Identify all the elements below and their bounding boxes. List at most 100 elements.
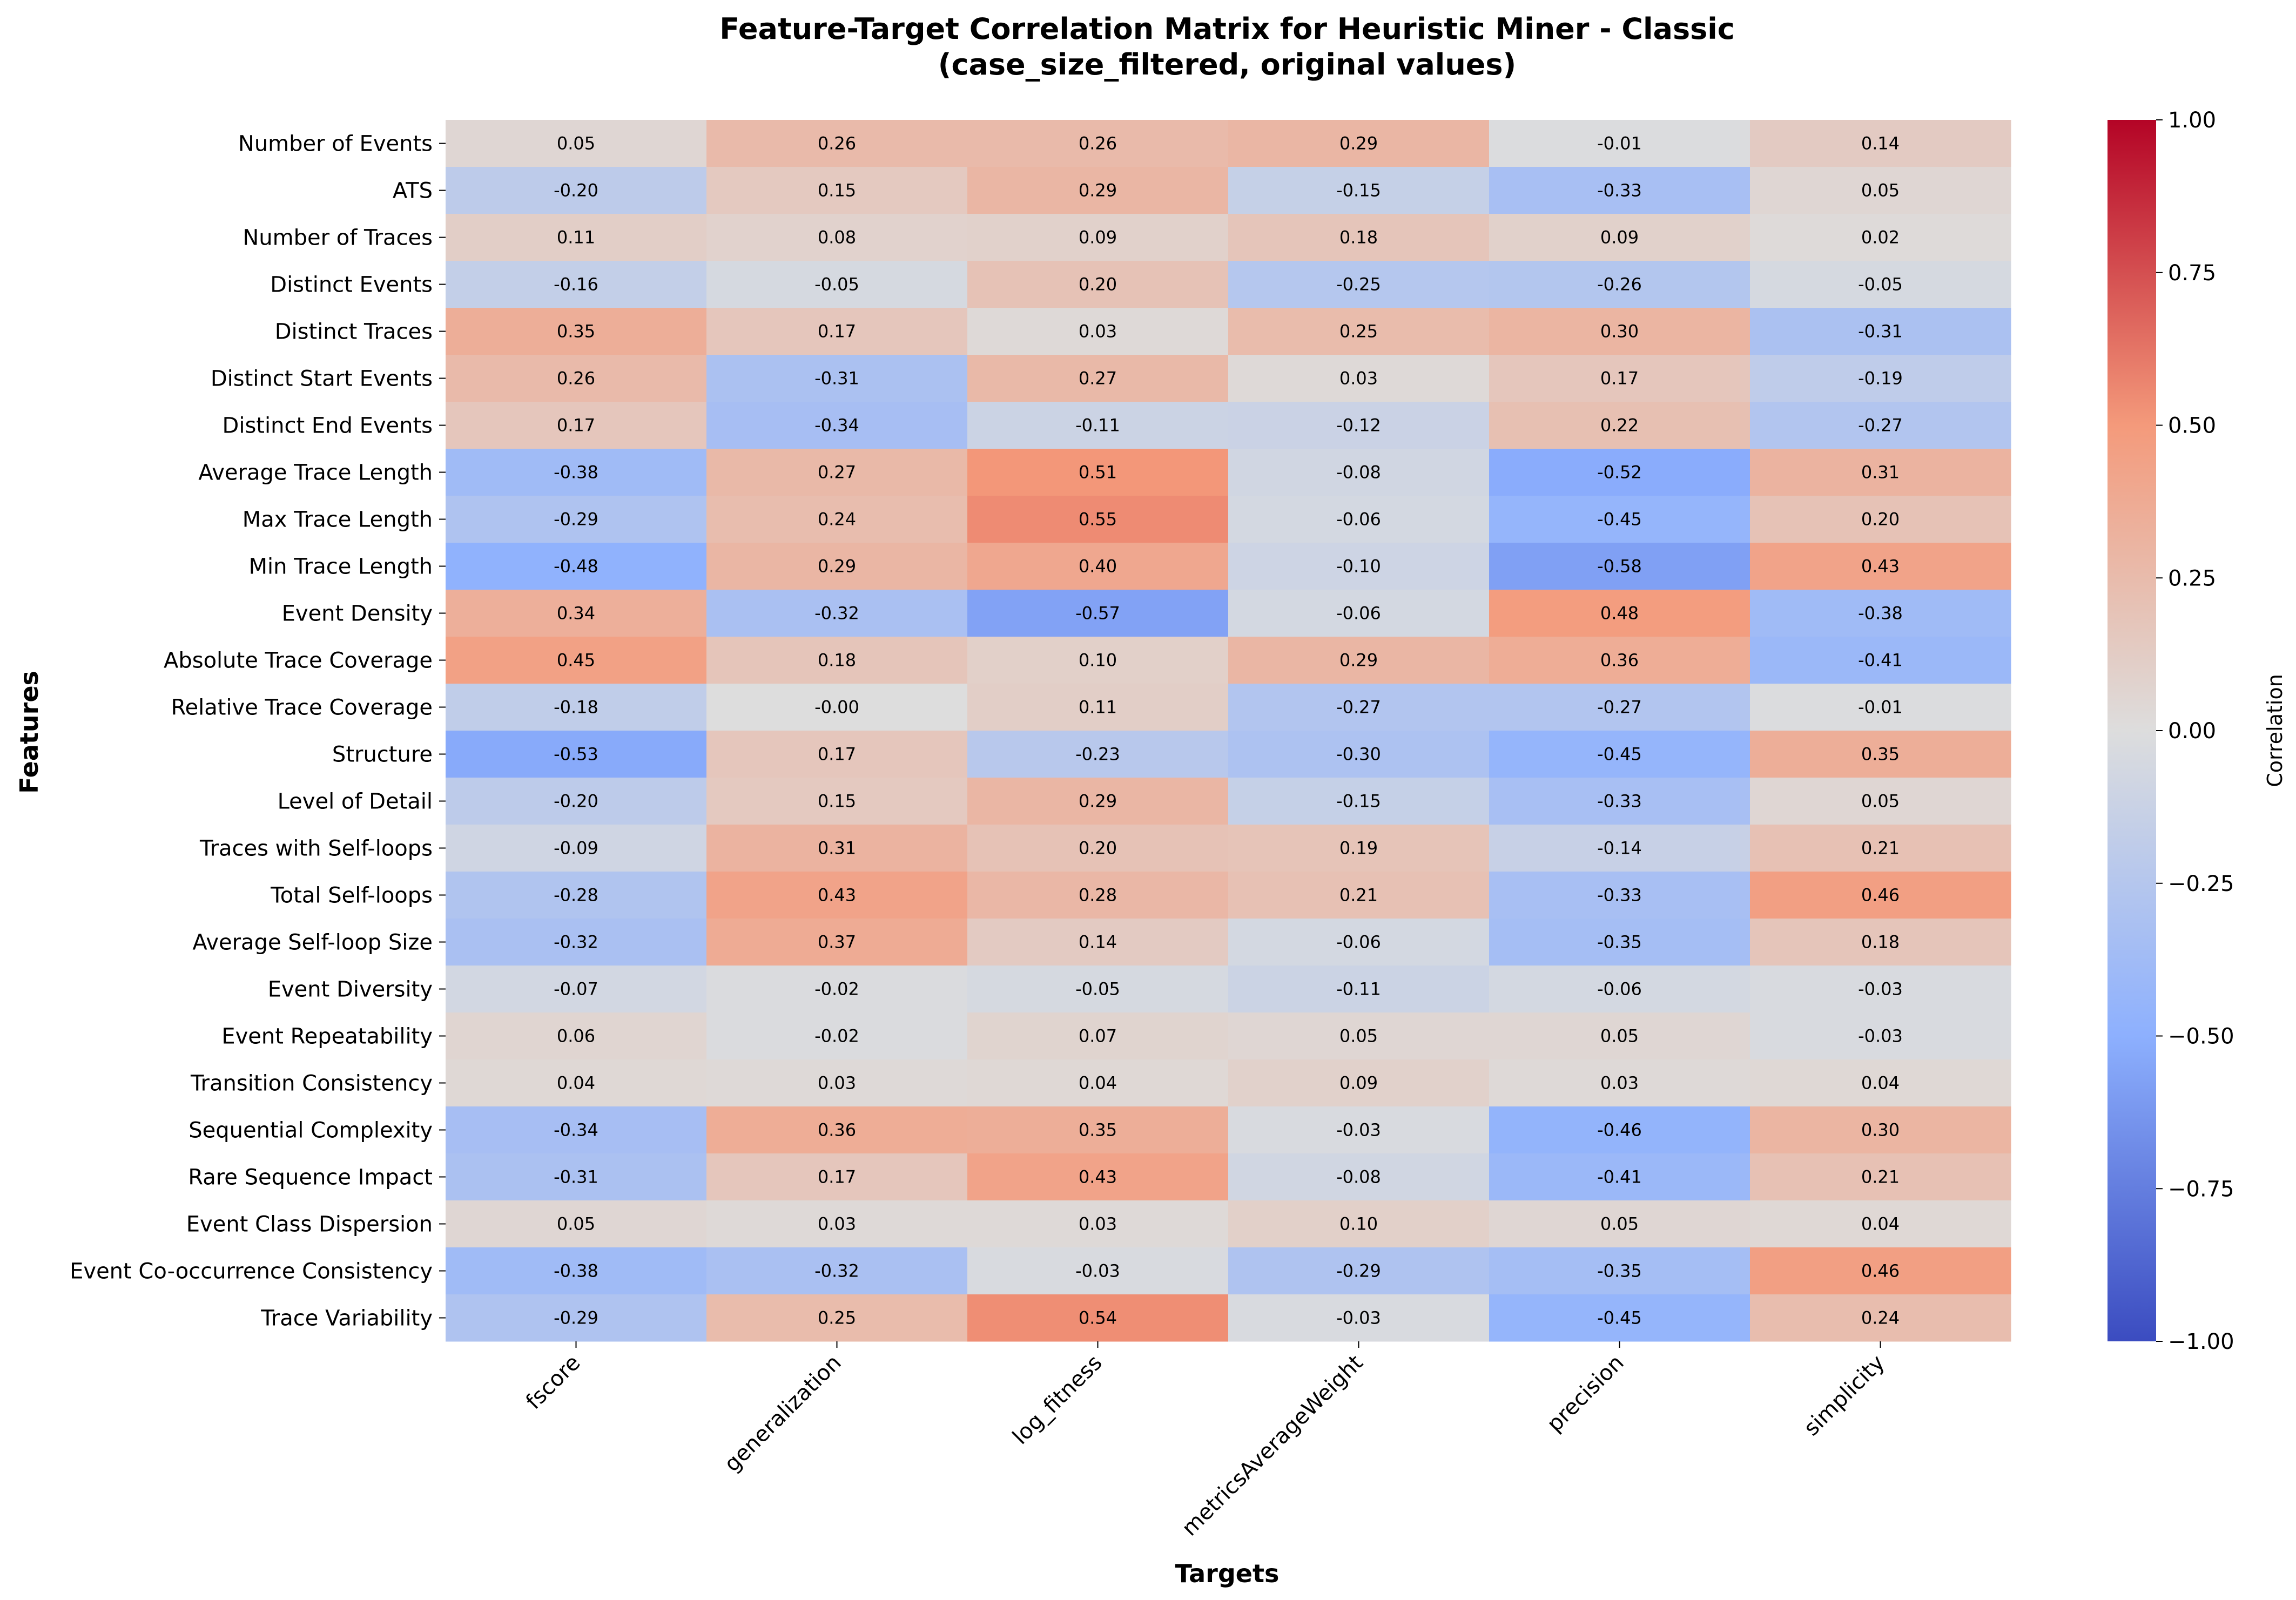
cell-value-label: -0.33 <box>1597 885 1642 906</box>
colorbar: 1.00 0.75 0.50 0.25 0.00 −0.25 −0.50 −0.75 −1.00… <box>2108 108 2287 1354</box>
cell-value-label: -0.53 <box>554 744 598 765</box>
cell-value-label: 0.04 <box>1861 1214 1900 1234</box>
heatmap-cell <box>1228 261 1490 308</box>
heatmap-cell <box>967 1247 1229 1295</box>
row-label: Rare Sequence Impact <box>188 1165 433 1190</box>
row-label: Sequential Complexity <box>188 1118 433 1143</box>
cell-value-label: -0.16 <box>554 274 598 295</box>
heatmap-cell <box>967 355 1229 402</box>
row-label: Absolute Trace Coverage <box>164 649 433 673</box>
cell-value-label: 0.17 <box>1600 368 1639 389</box>
cell-value-label: -0.32 <box>814 1261 859 1281</box>
cell-value-label: -0.20 <box>554 180 598 201</box>
cell-value-label: 0.30 <box>1861 1120 1900 1140</box>
cell-value-label: 0.17 <box>557 415 595 436</box>
heatmap-cell <box>706 167 968 214</box>
cell-value-label: -0.10 <box>1336 556 1381 577</box>
heatmap-cell <box>1228 825 1490 872</box>
cell-value-label: 0.40 <box>1079 556 1117 577</box>
heatmap-cell <box>446 496 707 543</box>
cell-value-label: -0.25 <box>1336 274 1381 295</box>
cell-value-label: 0.17 <box>818 744 856 765</box>
cell-value-label: 0.26 <box>557 368 595 389</box>
heatmap-cell <box>706 825 968 872</box>
heatmap-cell <box>967 684 1229 731</box>
cell-value-label: 0.25 <box>818 1308 856 1328</box>
cell-value-label: 0.06 <box>557 1026 595 1047</box>
cell-value-label: -0.32 <box>554 932 598 953</box>
heatmap-cell <box>1489 684 1750 731</box>
heatmap-cell <box>446 966 707 1013</box>
cell-value-label: 0.46 <box>1861 885 1900 906</box>
cell-value-label: 0.29 <box>1079 791 1117 812</box>
heatmap-cell <box>706 120 968 167</box>
heatmap-cell <box>706 1153 968 1201</box>
cell-value-label: 0.15 <box>818 791 856 812</box>
cell-value-label: -0.06 <box>1336 603 1381 624</box>
cell-value-label: -0.45 <box>1597 1308 1642 1328</box>
heatmap-cell <box>446 402 707 449</box>
heatmap-cell <box>446 731 707 778</box>
colorbar-tick-label: −1.00 <box>2168 1329 2234 1354</box>
cell-value-label: 0.43 <box>818 885 856 906</box>
cell-value-label: 0.29 <box>1079 180 1117 201</box>
heatmap-cell <box>1750 1294 2011 1342</box>
row-label: Distinct End Events <box>223 414 433 438</box>
cell-value-label: 0.17 <box>818 321 856 342</box>
cell-value-label: 0.36 <box>818 1120 856 1140</box>
heatmap-cell <box>1750 402 2011 449</box>
heatmap-cell <box>1750 214 2011 261</box>
cell-value-label: -0.41 <box>1597 1167 1642 1187</box>
cell-value-label: 0.54 <box>1079 1308 1117 1328</box>
heatmap-cell <box>1228 355 1490 402</box>
heatmap-cell <box>1750 355 2011 402</box>
row-label: Event Co-occurrence Consistency <box>70 1259 433 1284</box>
cell-value-label: -0.06 <box>1597 979 1642 1000</box>
heatmap-cell <box>1750 543 2011 590</box>
colorbar-tick-label: 0.75 <box>2168 261 2216 286</box>
heatmap-cell <box>967 449 1229 496</box>
heatmap-cells <box>446 120 2011 1342</box>
cell-value-label: -0.57 <box>1075 603 1120 624</box>
cell-value-label: -0.08 <box>1336 462 1381 483</box>
heatmap-cell <box>446 1012 707 1060</box>
heatmap-cell <box>1228 684 1490 731</box>
heatmap-cell <box>706 1200 968 1248</box>
colorbar-tick-label: −0.50 <box>2168 1024 2234 1049</box>
heatmap-cell <box>967 778 1229 825</box>
cell-value-label: 0.24 <box>1861 1308 1900 1328</box>
cell-value-label: -0.20 <box>554 791 598 812</box>
row-label: ATS <box>393 179 433 204</box>
cell-value-label: -0.14 <box>1597 838 1642 859</box>
cell-value-label: -0.27 <box>1597 697 1642 718</box>
heatmap-cell <box>1489 1153 1750 1201</box>
row-label: Distinct Start Events <box>211 367 433 391</box>
heatmap-cell <box>967 1200 1229 1248</box>
cell-value-label: 0.18 <box>1339 227 1378 248</box>
column-label: simplicity <box>1799 1351 1890 1441</box>
heatmap-cell <box>1489 167 1750 214</box>
colorbar-tick-label: 0.00 <box>2168 719 2216 744</box>
heatmap-cell <box>706 543 968 590</box>
cell-value-label: 0.31 <box>818 838 856 859</box>
heatmap-cell <box>967 1059 1229 1107</box>
cell-value-label: 0.15 <box>818 180 856 201</box>
row-label: Number of Events <box>238 132 433 157</box>
heatmap-cell <box>967 402 1229 449</box>
colorbar-tick-label: 1.00 <box>2168 108 2216 133</box>
heatmap-cell <box>706 402 968 449</box>
heatmap-cell <box>1750 1012 2011 1060</box>
heatmap-cell <box>1489 590 1750 637</box>
cell-value-label: -0.33 <box>1597 180 1642 201</box>
heatmap-cell <box>706 261 968 308</box>
cell-value-label: -0.29 <box>1336 1261 1381 1281</box>
heatmap-cell <box>706 684 968 731</box>
cell-value-label: 0.22 <box>1600 415 1639 436</box>
heatmap-cell <box>446 825 707 872</box>
row-label: Total Self-loops <box>270 883 433 908</box>
cell-value-label: -0.03 <box>1858 1026 1903 1047</box>
heatmap-cell <box>446 308 707 355</box>
cell-value-label: -0.11 <box>1336 979 1381 1000</box>
row-label: Event Class Dispersion <box>186 1212 433 1237</box>
heatmap-cell <box>446 449 707 496</box>
